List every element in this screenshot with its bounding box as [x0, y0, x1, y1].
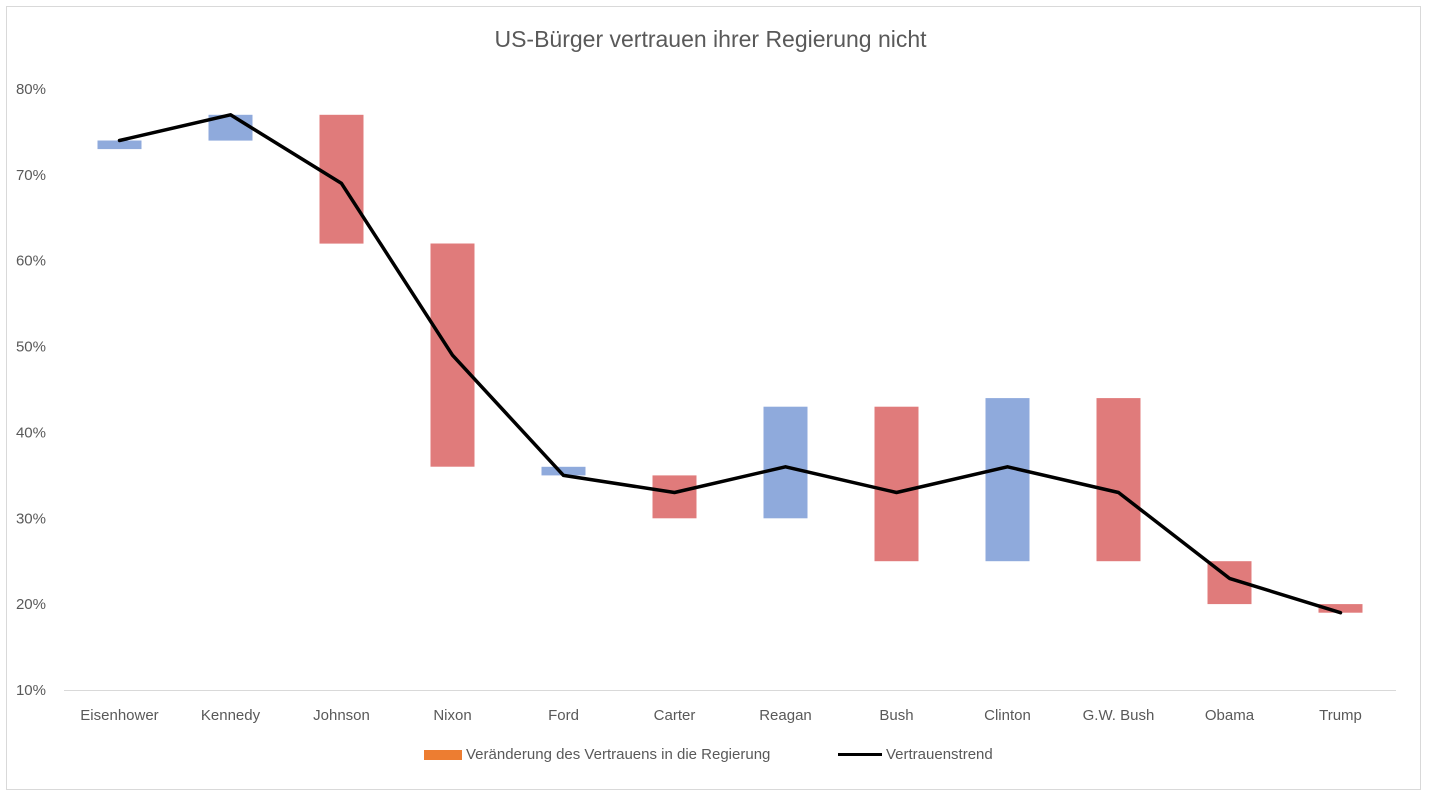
- bar-eisenhower: [97, 140, 142, 150]
- x-tick-label: Kennedy: [201, 707, 261, 724]
- bar-carter: [652, 475, 697, 519]
- x-tick-label: Eisenhower: [80, 707, 158, 724]
- trend-line: [117, 113, 1343, 615]
- y-tick-label: 20%: [16, 596, 46, 613]
- bar-ford: [541, 466, 586, 476]
- y-tick-label: 60%: [16, 253, 46, 270]
- x-tick-label: Obama: [1205, 707, 1255, 724]
- y-tick-label: 40%: [16, 424, 46, 441]
- y-tick-label: 80%: [16, 81, 46, 98]
- legend-swatch-trend: [838, 753, 882, 756]
- y-tick-label: 30%: [16, 510, 46, 527]
- bar-trump: [1318, 604, 1363, 613]
- chart-title: US-Bürger vertrauen ihrer Regierung nich…: [494, 26, 927, 52]
- x-tick-label: Ford: [548, 707, 579, 724]
- x-tick-label: G.W. Bush: [1083, 707, 1155, 724]
- label-layer: 10% 20% 30% 40% 50% 60% 70% 80% Eisenhower Kenned…: [16, 81, 1362, 724]
- legend-swatch-change: [424, 749, 462, 760]
- y-tick-label: 50%: [16, 339, 46, 356]
- legend-item-change: Veränderung des Vertrauens in die Regier…: [424, 746, 770, 763]
- legend-label-trend: Vertrauenstrend: [886, 746, 993, 763]
- bar-bush: [874, 406, 919, 562]
- line-layer: [117, 113, 1343, 615]
- x-tick-label: Trump: [1319, 707, 1362, 724]
- y-tick-label: 70%: [16, 167, 46, 184]
- legend-label-change: Veränderung des Vertrauens in die Regier…: [466, 746, 771, 763]
- bars-layer: [97, 114, 1363, 613]
- x-tick-label: Bush: [879, 707, 913, 724]
- legend-item-trend: Vertrauenstrend: [838, 746, 993, 763]
- x-tick-label: Clinton: [984, 707, 1031, 724]
- y-tick-label: 10%: [16, 682, 46, 699]
- bar-johnson: [319, 114, 364, 244]
- bar-g-w-bush: [1096, 398, 1141, 562]
- bar-clinton: [985, 398, 1030, 562]
- x-tick-label: Carter: [654, 707, 696, 724]
- x-tick-label: Nixon: [433, 707, 471, 724]
- x-tick-label: Reagan: [759, 707, 812, 724]
- bar-reagan: [763, 406, 808, 519]
- legend: Veränderung des Vertrauens in die Regier…: [0, 746, 1429, 770]
- x-tick-label: Johnson: [313, 707, 370, 724]
